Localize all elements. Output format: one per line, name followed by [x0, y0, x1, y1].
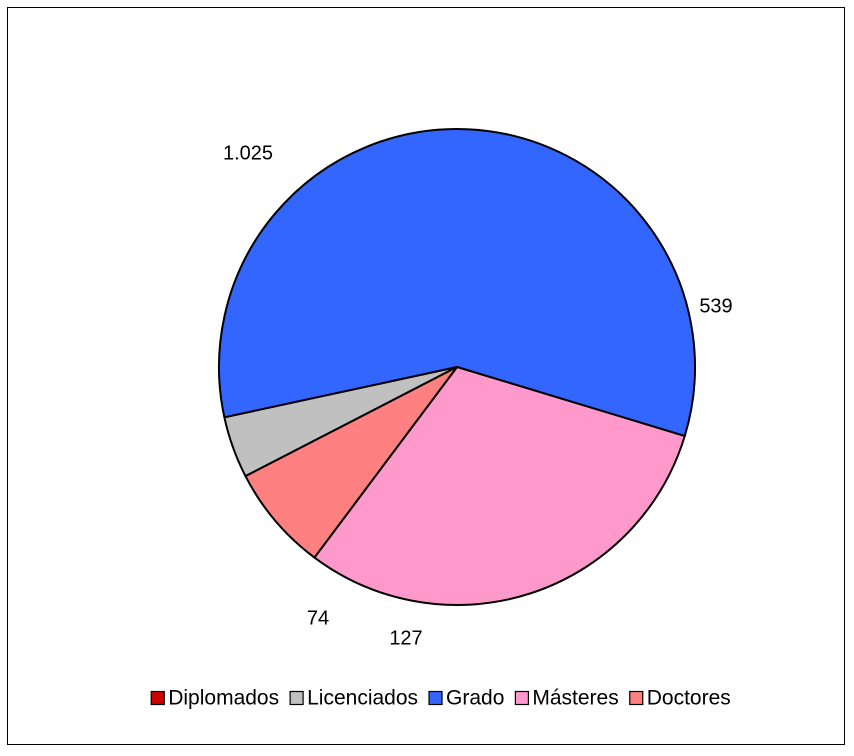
legend-label-masteres: Másteres — [532, 687, 618, 710]
legend-swatch-masteres — [514, 690, 529, 706]
legend-label-grado: Grado — [446, 687, 504, 710]
legend: Diplomados Licenciados Grado Másteres Doctor… — [150, 687, 731, 710]
data-labels: 74 1.025 539 127 — [223, 142, 733, 649]
data-label-licenciados: 74 — [307, 607, 329, 629]
legend-swatch-licenciados — [289, 690, 304, 706]
legend-item-masteres: Másteres — [514, 687, 619, 710]
legend-label-diplomados: Diplomados — [168, 687, 279, 710]
legend-label-doctores: Doctores — [647, 687, 731, 710]
pie-slice-grado — [217, 128, 696, 438]
pie-slice-masteres — [313, 366, 686, 606]
pie-slice-doctores — [244, 366, 458, 559]
data-label-masteres: 539 — [699, 295, 732, 317]
data-label-grado: 1.025 — [223, 142, 273, 164]
legend-item-diplomados: Diplomados — [150, 687, 279, 710]
legend-item-licenciados: Licenciados — [289, 687, 418, 710]
pie-slices — [217, 128, 696, 606]
legend-swatch-diplomados — [150, 690, 165, 706]
legend-label-licenciados: Licenciados — [307, 687, 418, 710]
legend-item-doctores: Doctores — [629, 687, 731, 710]
legend-swatch-grado — [428, 690, 443, 706]
legend-swatch-doctores — [629, 690, 644, 706]
data-label-doctores: 127 — [389, 627, 422, 649]
legend-item-grado: Grado — [428, 687, 504, 710]
